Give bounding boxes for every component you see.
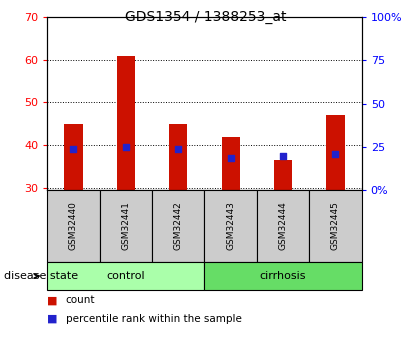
Text: ■: ■ bbox=[47, 295, 58, 305]
Text: cirrhosis: cirrhosis bbox=[260, 271, 306, 281]
Text: GSM32444: GSM32444 bbox=[279, 201, 288, 250]
Bar bbox=[47, 262, 205, 290]
Bar bbox=[47, 190, 100, 262]
Bar bbox=[326, 115, 345, 190]
Point bbox=[227, 155, 234, 160]
Point bbox=[332, 151, 339, 156]
Bar bbox=[100, 190, 152, 262]
Bar bbox=[152, 190, 205, 262]
Text: ■: ■ bbox=[47, 314, 58, 324]
Text: control: control bbox=[106, 271, 145, 281]
Bar bbox=[205, 190, 257, 262]
Bar bbox=[257, 190, 309, 262]
Text: GDS1354 / 1388253_at: GDS1354 / 1388253_at bbox=[125, 10, 286, 24]
Bar bbox=[222, 137, 240, 190]
Bar bbox=[274, 160, 292, 190]
Text: percentile rank within the sample: percentile rank within the sample bbox=[66, 314, 242, 324]
Bar bbox=[309, 190, 362, 262]
Bar bbox=[64, 124, 83, 190]
Point bbox=[122, 145, 129, 150]
Point bbox=[280, 153, 286, 158]
Bar bbox=[117, 56, 135, 190]
Point bbox=[175, 147, 182, 152]
Bar bbox=[205, 262, 362, 290]
Point bbox=[70, 147, 77, 152]
Text: count: count bbox=[66, 295, 95, 305]
Text: GSM32443: GSM32443 bbox=[226, 201, 235, 250]
Bar bbox=[169, 124, 187, 190]
Text: GSM32441: GSM32441 bbox=[121, 201, 130, 250]
Text: disease state: disease state bbox=[4, 271, 78, 281]
Text: GSM32442: GSM32442 bbox=[174, 201, 183, 250]
Text: GSM32440: GSM32440 bbox=[69, 201, 78, 250]
Text: GSM32445: GSM32445 bbox=[331, 201, 340, 250]
